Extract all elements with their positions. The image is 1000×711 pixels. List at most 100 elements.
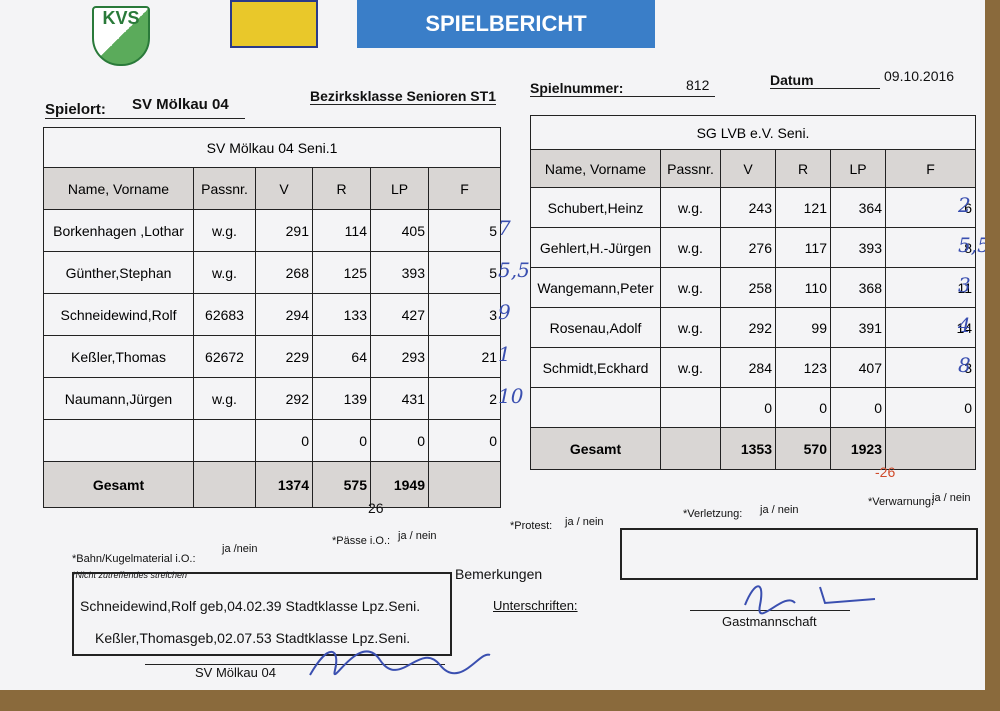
cell-name: Naumann,Jürgen: [43, 377, 194, 420]
cell-f: 21: [427, 335, 502, 378]
difference: -26: [875, 464, 896, 480]
cell-r: 0: [775, 387, 831, 428]
remarks-label: Bemerkungen: [455, 566, 543, 582]
cell-passnr: [660, 387, 721, 428]
cell-lp: 393: [830, 227, 886, 268]
home-label: SV Mölkau 04: [195, 665, 276, 680]
cell-f: 2: [427, 377, 502, 420]
total-r: 575: [312, 461, 371, 508]
material-choice: ja /nein: [222, 543, 258, 555]
column-header: F: [427, 167, 502, 210]
cell-f: 6: [884, 187, 977, 228]
material-label: *Bahn/Kugelmaterial i.O.:: [72, 553, 196, 565]
cell-r: 110: [775, 267, 831, 308]
cell: [427, 461, 502, 508]
column-header: Passnr.: [193, 167, 256, 210]
placing: 5,5: [498, 258, 530, 282]
player-row: Schubert,Heinz w.g. 243 121 364 6: [530, 187, 977, 228]
verletzung-label: *Verletzung:: [683, 508, 743, 520]
placing: 4: [958, 313, 971, 337]
column-header: LP: [830, 149, 886, 188]
cell-name: [530, 387, 661, 428]
cell-f: 5: [427, 251, 502, 294]
title-row: SG LVB e.V. Seni.: [529, 115, 977, 150]
cell-name: [43, 419, 194, 462]
cell-v: 268: [255, 251, 313, 294]
datum-label: Datum: [770, 72, 880, 89]
team-name: SG LVB e.V. Seni.: [529, 115, 977, 150]
header-row: Name, Vorname Passnr. V R LP F: [43, 167, 502, 210]
score-table: SG LVB e.V. Seni. Name, Vorname Passnr. V R L…: [529, 115, 977, 470]
cell-v: 284: [720, 347, 776, 388]
column-header: F: [884, 149, 977, 188]
cell-r: 133: [312, 293, 371, 336]
cell-f: 11: [884, 267, 977, 308]
player-row: Keßler,Thomas 62672 229 64 293 21: [43, 335, 502, 378]
column-header: Passnr.: [660, 149, 721, 188]
placing: 5,5: [958, 233, 985, 257]
total-label: Gesamt: [43, 461, 194, 508]
cell: [884, 427, 977, 470]
paesse-choice: ja / nein: [398, 530, 437, 542]
player-row: Rosenau,Adolf w.g. 292 99 391 14: [530, 307, 977, 348]
cell-lp: 405: [370, 209, 429, 252]
cell-v: 292: [720, 307, 776, 348]
cell-v: 292: [255, 377, 313, 420]
cell-r: 125: [312, 251, 371, 294]
placing: 10: [498, 384, 524, 408]
datum: 09.10.2016: [884, 68, 955, 84]
cell-r: 64: [312, 335, 371, 378]
cell-name: Gehlert,H.-Jürgen: [530, 227, 661, 268]
spielort: SV Mölkau 04: [132, 96, 229, 113]
cell-passnr: [193, 419, 256, 462]
cell-name: Keßler,Thomas: [43, 335, 194, 378]
cell-passnr: w.g.: [660, 307, 721, 348]
cell-r: 121: [775, 187, 831, 228]
cell: [193, 461, 256, 508]
cell-r: 99: [775, 307, 831, 348]
player-row: Gehlert,H.-Jürgen w.g. 276 117 393 8: [530, 227, 977, 268]
cell-r: 123: [775, 347, 831, 388]
placing: 2: [958, 193, 971, 217]
cell-f: 3: [427, 293, 502, 336]
cell-lp: 393: [370, 251, 429, 294]
cell-name: Schubert,Heinz: [530, 187, 661, 228]
header-row: Name, Vorname Passnr. V R LP F: [530, 149, 977, 188]
column-header: Name, Vorname: [43, 167, 194, 210]
signatures-label: Unterschriften:: [493, 598, 578, 613]
emblem: [230, 0, 318, 48]
cell-r: 117: [775, 227, 831, 268]
protest-choice: ja / nein: [565, 516, 604, 528]
cell-name: Rosenau,Adolf: [530, 307, 661, 348]
league: Bezirksklasse Senioren ST1: [310, 88, 496, 105]
cell-r: 114: [312, 209, 371, 252]
signature: [744, 585, 876, 615]
title: SPIELBERICHT: [357, 0, 655, 48]
team-name: SV Mölkau 04 Seni.1: [42, 127, 502, 168]
player-row: Naumann,Jürgen w.g. 292 139 431 2: [43, 377, 502, 420]
column-header: LP: [370, 167, 429, 210]
cell-r: 139: [312, 377, 371, 420]
difference: 26: [368, 500, 384, 516]
cell-passnr: w.g.: [660, 227, 721, 268]
total-row: Gesamt 1353 570 1923: [530, 427, 977, 470]
cell-f: 0: [884, 387, 977, 428]
cell-v: 258: [720, 267, 776, 308]
cell-f: 3: [884, 347, 977, 388]
cell-lp: 368: [830, 267, 886, 308]
cell-v: 294: [255, 293, 313, 336]
placing: 7: [498, 216, 511, 240]
player-row: Schneidewind,Rolf 62683 294 133 427 3: [43, 293, 502, 336]
cell-passnr: w.g.: [660, 187, 721, 228]
spielnummer: 812: [686, 77, 710, 93]
note: *Nicht zutreffendes streichen: [72, 570, 188, 580]
cell-lp: 0: [370, 419, 429, 462]
placing: 9: [498, 300, 511, 324]
verwarnung-choice: ja / nein: [932, 492, 971, 504]
cell-v: 276: [720, 227, 776, 268]
cell-lp: 391: [830, 307, 886, 348]
cell-passnr: w.g.: [660, 347, 721, 388]
